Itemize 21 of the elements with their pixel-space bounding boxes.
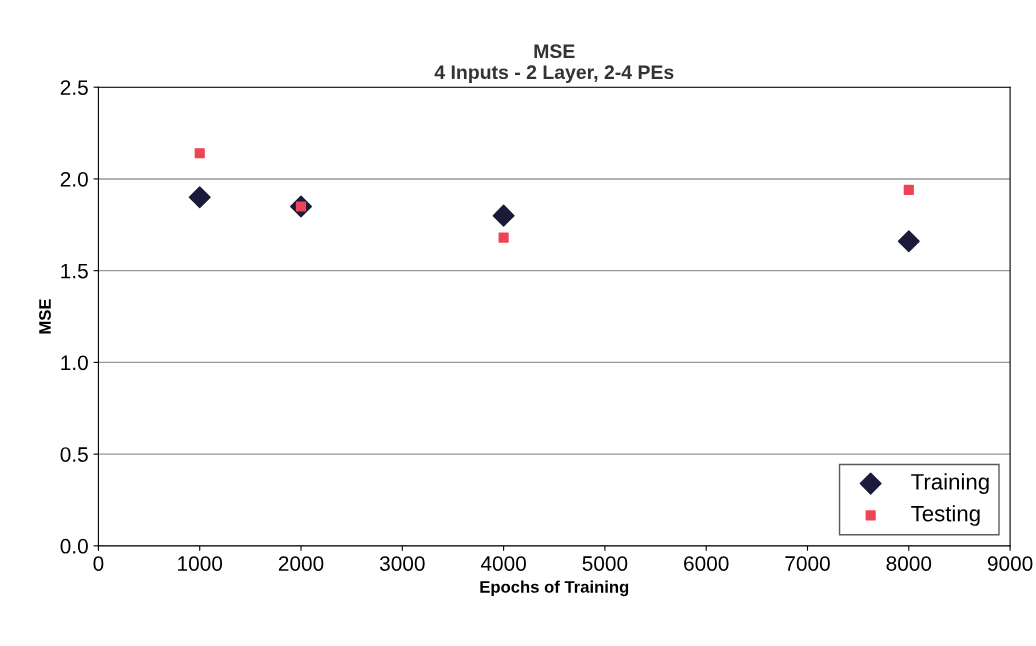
x-tick-label: 6000	[684, 556, 729, 571]
x-tick-label: 0	[93, 556, 104, 571]
y-tick-label: 1.0	[61, 355, 88, 371]
y-tick-label: 1.5	[61, 263, 88, 279]
x-tick-label: 7000	[785, 556, 830, 571]
x-tick-label: 2000	[278, 556, 324, 571]
x-tick-label: 1000	[178, 556, 223, 571]
x-tick-label: 9000	[987, 556, 1033, 571]
chart-title: MSE 4 Inputs - 2 Layer, 2-4 PEs	[434, 44, 674, 83]
y-tick-label: 2.5	[60, 80, 88, 95]
x-tick-label: 8000	[886, 556, 932, 571]
x-tick-label: 3000	[379, 556, 425, 571]
legend-label: Training	[911, 473, 989, 495]
y-tick-label: 0.5	[60, 447, 88, 462]
y-axis-title: MSE	[39, 299, 51, 334]
x-tick-label: 5000	[582, 556, 628, 571]
x-axis-title: Epochs of Training	[480, 580, 629, 597]
legend-label: Testing	[911, 505, 980, 526]
y-tick-label: 0.0	[60, 538, 88, 554]
y-tick-label: 2.0	[60, 171, 88, 187]
x-tick-label: 4000	[480, 556, 526, 571]
